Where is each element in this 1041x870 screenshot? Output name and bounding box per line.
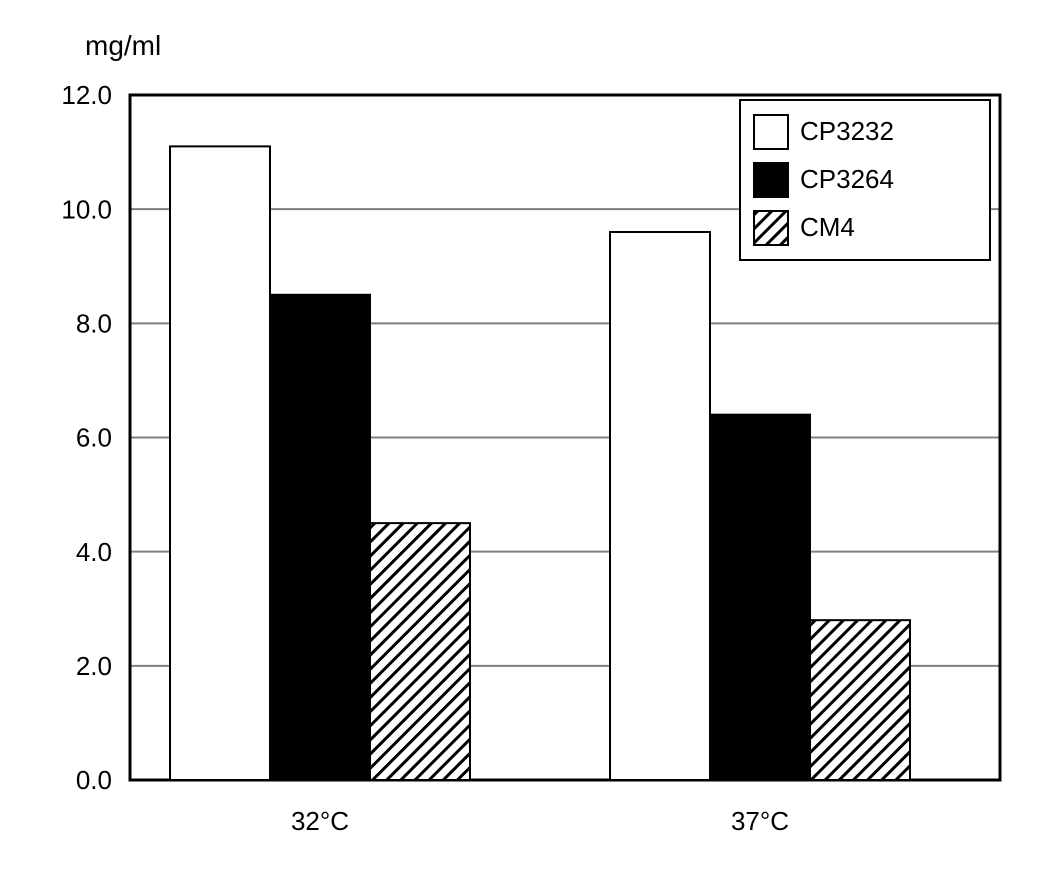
y-tick-label: 0.0 <box>76 765 112 795</box>
bar-chart: 0.0 2.0 4.0 6.0 8.0 10.0 12.0 mg/ml 32°C 37°C CP32… <box>0 0 1041 870</box>
bar-CM4-37°C <box>810 620 910 780</box>
y-tick-label: 12.0 <box>61 80 112 110</box>
legend-label: CM4 <box>800 212 855 242</box>
bar-CP3232-37°C <box>610 232 710 780</box>
y-tick-label: 8.0 <box>76 308 112 338</box>
y-tick-label: 4.0 <box>76 537 112 567</box>
y-tick-label: 2.0 <box>76 651 112 681</box>
y-tick-label: 6.0 <box>76 423 112 453</box>
bar-CM4-32°C <box>370 523 470 780</box>
y-unit-label: mg/ml <box>85 30 161 61</box>
category-label: 37°C <box>731 806 789 836</box>
bar-CP3264-32°C <box>270 295 370 780</box>
y-tick-label: 10.0 <box>61 194 112 224</box>
chart-container: 0.0 2.0 4.0 6.0 8.0 10.0 12.0 mg/ml 32°C 37°C CP32… <box>0 0 1041 870</box>
legend-label: CP3232 <box>800 116 894 146</box>
bar-CP3264-37°C <box>710 415 810 780</box>
bar-CP3232-32°C <box>170 146 270 780</box>
category-label: 32°C <box>291 806 349 836</box>
legend: CP3232 CP3264 CM4 <box>740 100 990 260</box>
legend-label: CP3264 <box>800 164 894 194</box>
